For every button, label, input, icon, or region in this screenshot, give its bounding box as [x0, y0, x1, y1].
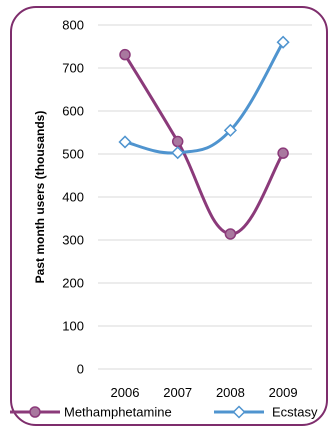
gridlines	[98, 24, 312, 370]
data-point	[224, 228, 237, 240]
y-tick-label: 400	[62, 190, 84, 205]
y-tick-label: 100	[62, 319, 84, 334]
legend-label: Ecstasy	[272, 405, 318, 420]
y-tick-label: 0	[77, 362, 84, 377]
data-series	[118, 35, 290, 240]
chart-frame	[10, 6, 328, 426]
data-point	[119, 48, 131, 61]
x-tick-label: 2008	[216, 385, 245, 400]
y-tick-label: 200	[62, 276, 84, 291]
series-ecstasy	[118, 35, 290, 160]
series-line	[123, 53, 285, 236]
data-point	[171, 135, 184, 148]
data-point	[118, 135, 132, 149]
x-tick-label: 2007	[163, 385, 192, 400]
series-line	[124, 41, 285, 155]
y-axis-ticks: 0 100 200 300 400 500 600 700 800	[62, 18, 84, 377]
x-tick-label: 2009	[269, 385, 298, 400]
legend: Methamphetamine Ecstasy	[10, 405, 318, 420]
data-point	[276, 35, 290, 49]
data-point	[171, 146, 185, 160]
legend-marker	[29, 406, 41, 418]
y-tick-label: 700	[62, 61, 84, 76]
y-tick-label: 500	[62, 147, 84, 162]
legend-marker	[232, 405, 246, 419]
legend-item: Methamphetamine	[10, 405, 172, 420]
x-axis-ticks: 2006 2007 2008 2009	[111, 385, 298, 400]
legend-item: Ecstasy	[214, 405, 318, 420]
y-tick-label: 600	[62, 104, 84, 119]
data-point	[277, 147, 289, 159]
x-tick-label: 2006	[111, 385, 140, 400]
series-methamphetamine	[119, 48, 289, 240]
y-tick-label: 300	[62, 233, 84, 248]
legend-label: Methamphetamine	[64, 405, 172, 420]
y-tick-label: 800	[62, 18, 84, 33]
y-axis-label: Past month users (thousands)	[33, 111, 47, 284]
data-point	[223, 123, 237, 137]
